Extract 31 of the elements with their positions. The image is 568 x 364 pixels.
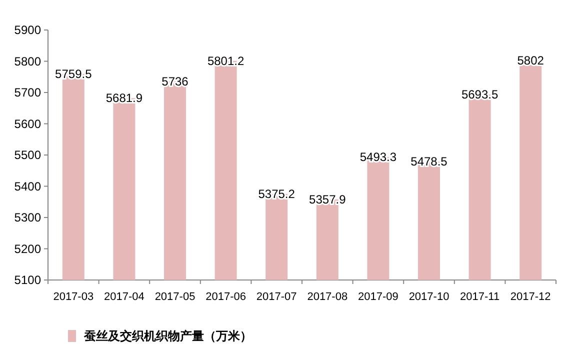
data-label: 5759.5 — [55, 66, 92, 81]
data-label: 5693.5 — [461, 88, 498, 102]
y-tick-label: 5700 — [14, 86, 42, 100]
x-tick-label: 2017-06 — [206, 291, 246, 303]
x-tick-label: 2017-03 — [53, 291, 94, 303]
蚕丝及交织机织物产量（万米）: 5759.5 5681.9 5736 5801.2 5375.2 5357.9 5493.3 5478.5 5693.5 5802 — [55, 54, 544, 280]
data-label: 5493.3 — [360, 150, 397, 164]
y-tick-label: 5400 — [14, 179, 42, 194]
x-tick-label: 2017-04 — [104, 291, 144, 303]
y-tick-label: 5200 — [14, 242, 42, 256]
data-label: 5681.9 — [106, 91, 143, 106]
data-label: 5375.2 — [258, 187, 296, 201]
x-tick-label: 2017-08 — [307, 291, 348, 303]
y-tick-label: 5100 — [14, 273, 42, 287]
y-tick-label: 5800 — [14, 54, 42, 68]
data-label: 5357.9 — [309, 192, 346, 206]
legend-label: 蚕丝及交织机织物产量（万米） — [83, 329, 252, 343]
x-tick-label: 2017-10 — [408, 291, 450, 303]
x-tick-label: 2017-05 — [154, 291, 196, 303]
x-tick-label: 2017-11 — [460, 291, 500, 303]
y-tick-label: 5600 — [14, 116, 42, 131]
y-tick-label: 5900 — [14, 23, 42, 37]
x-tick-label: 2017-12 — [510, 291, 551, 303]
y-tick-label: 5500 — [14, 148, 42, 162]
y-tick-label: 5300 — [14, 210, 42, 224]
data-label: 5802 — [517, 54, 544, 68]
data-label: 5736 — [162, 74, 189, 88]
data-label: 5478.5 — [410, 154, 448, 169]
x-tick-label: 2017-09 — [358, 291, 398, 303]
data-label: 5801.2 — [207, 54, 244, 68]
x-tick-label: 2017-07 — [256, 291, 297, 303]
